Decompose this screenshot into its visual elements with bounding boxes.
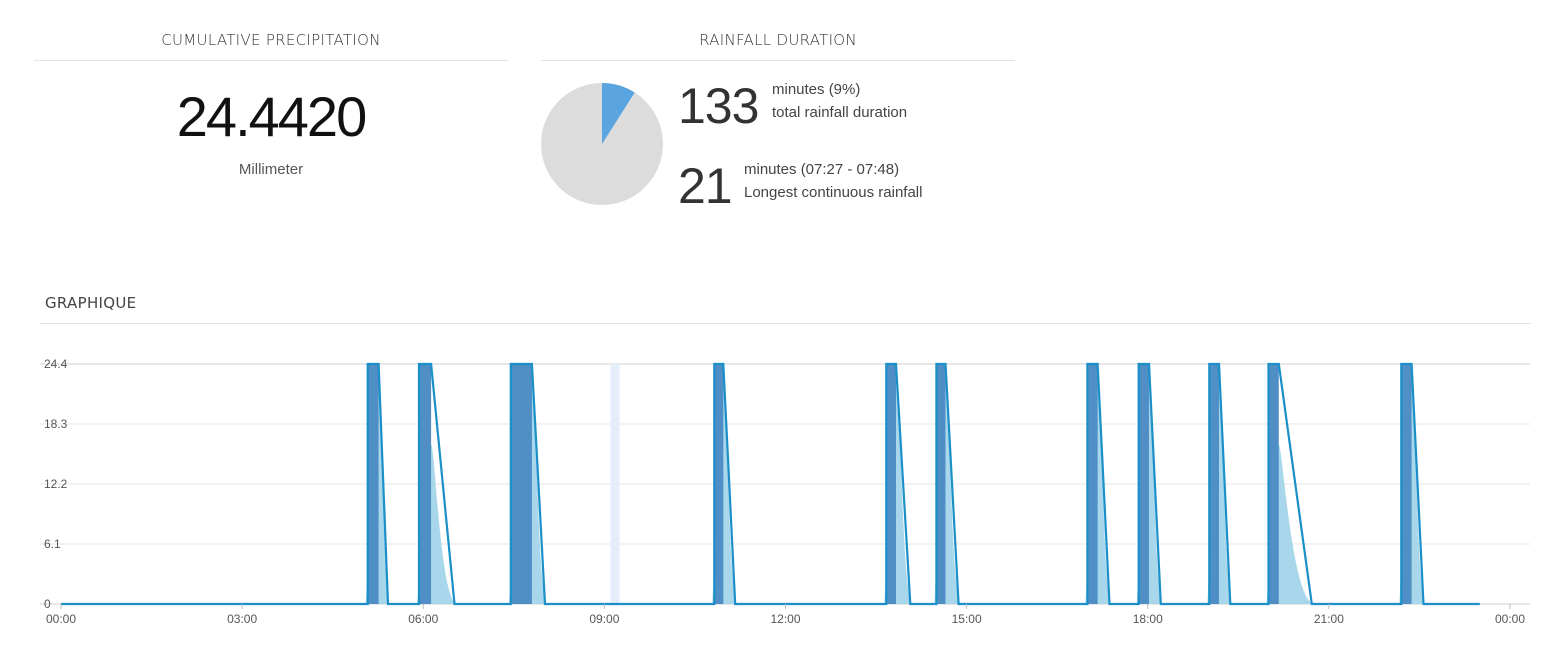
chart-bar-series [367, 364, 1412, 604]
x-tick-label: 15:00 [952, 612, 982, 626]
x-tick-label: 06:00 [408, 612, 438, 626]
y-tick-label: 24.4 [44, 357, 68, 371]
x-tick-label: 21:00 [1314, 612, 1344, 626]
pie-rain-slice [602, 83, 635, 144]
total-duration-label: total rainfall duration [772, 104, 908, 121]
longest-rainfall-value: 21 [678, 158, 733, 214]
y-tick-label: 12.2 [44, 477, 68, 491]
graph-divider [40, 323, 1531, 324]
rain-bar [1401, 364, 1412, 604]
precipitation-unit: Millimeter [238, 161, 304, 178]
rain-bar [1209, 364, 1219, 604]
rain-bar [1268, 364, 1279, 604]
rain-bar [936, 364, 946, 604]
rain-bar [886, 364, 896, 604]
chart-line-series [61, 362, 1480, 606]
x-tick-label: 12:00 [770, 612, 800, 626]
total-duration-value: 133 [678, 78, 759, 134]
rain-bar [510, 364, 532, 604]
x-tick-label: 09:00 [589, 612, 619, 626]
x-tick-label: 18:00 [1133, 612, 1163, 626]
chart-highlight [610, 364, 620, 604]
x-axis-ticks: 00:00 03:00 06:00 09:00 12:00 15:00 18:00 21:00… [46, 604, 1525, 626]
precipitation-title: CUMULATIVE PRECIPITATION [161, 31, 381, 49]
y-tick-label: 18.3 [44, 417, 68, 431]
x-tick-label: 03:00 [227, 612, 257, 626]
total-duration-unit: minutes (9%) [772, 81, 861, 98]
rain-bar [419, 364, 432, 604]
y-tick-label: 0 [44, 597, 51, 611]
y-axis-ticks: 0 6.1 12.2 18.3 24.4 [44, 357, 68, 611]
precipitation-chart[interactable]: 0 6.1 12.2 18.3 24.4 00:00 03:00 06:00 09:00 12:… [0, 330, 1561, 646]
x-tick-label: 00:00 [1495, 612, 1525, 626]
highlight-band [610, 364, 620, 604]
duration-divider [541, 60, 1015, 61]
precipitation-value: 24.4420 [176, 85, 367, 148]
precipitation-divider [34, 60, 508, 61]
rain-bar [1087, 364, 1098, 604]
y-tick-label: 6.1 [44, 537, 61, 551]
x-tick-label: 00:00 [46, 612, 76, 626]
longest-rainfall-label: Longest continuous rainfall [744, 184, 923, 201]
rain-bar [1138, 364, 1149, 604]
rainfall-pie-chart [541, 83, 663, 205]
duration-title: RAINFALL DURATION [699, 31, 857, 49]
rain-bar [367, 364, 379, 604]
graph-title: GRAPHIQUE [45, 294, 137, 312]
longest-rainfall-unit: minutes (07:27 - 07:48) [744, 161, 900, 178]
rain-bar [714, 364, 724, 604]
